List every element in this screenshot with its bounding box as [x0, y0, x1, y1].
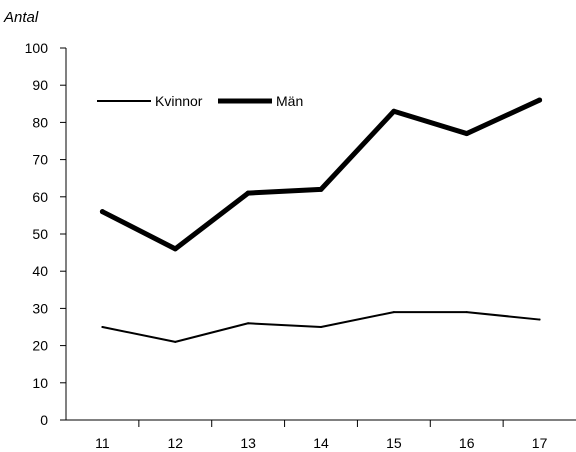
data-point: [247, 322, 250, 325]
x-axis-ticks: 11 12 13 14 15 16 17: [95, 420, 548, 451]
y-tick-label: 40: [32, 263, 48, 279]
legend-label-0: Kvinnor: [155, 93, 203, 109]
x-tick-label: 17: [532, 435, 548, 451]
y-tick-label: 100: [25, 40, 49, 56]
x-tick-label: 12: [167, 435, 183, 451]
data-point: [174, 340, 177, 343]
y-axis-label: Antal: [3, 9, 39, 26]
data-point: [320, 326, 322, 328]
x-tick-label: 15: [386, 435, 402, 451]
y-tick-label: 20: [32, 338, 48, 354]
data-point: [464, 131, 470, 137]
legend: Kvinnor Män: [97, 93, 303, 109]
data-point: [99, 209, 105, 215]
x-tick-label: 14: [313, 435, 329, 451]
data-point: [465, 311, 468, 314]
series-line-1: [99, 97, 543, 252]
legend-label-1: Män: [276, 93, 303, 109]
y-tick-label: 80: [32, 114, 48, 130]
data-point: [537, 97, 543, 103]
y-axis-ticks: 0 10 20 30 40 50 60 70 80 90 100: [25, 40, 66, 428]
data-point: [391, 108, 397, 114]
data-point: [318, 186, 324, 192]
x-tick-label: 11: [95, 435, 110, 451]
data-point: [538, 318, 541, 321]
data-point: [101, 326, 104, 328]
y-tick-label: 50: [32, 226, 48, 242]
data-point: [392, 311, 395, 314]
series-lines: [99, 97, 543, 343]
y-tick-label: 30: [32, 300, 48, 316]
y-tick-label: 10: [32, 375, 48, 391]
x-tick-label: 16: [459, 435, 475, 451]
data-point: [245, 190, 251, 196]
x-tick-label: 13: [240, 435, 256, 451]
y-tick-label: 90: [32, 77, 48, 93]
y-tick-label: 70: [32, 152, 48, 168]
y-tick-label: 0: [40, 412, 48, 428]
y-tick-label: 60: [32, 189, 48, 205]
data-point: [172, 246, 178, 252]
